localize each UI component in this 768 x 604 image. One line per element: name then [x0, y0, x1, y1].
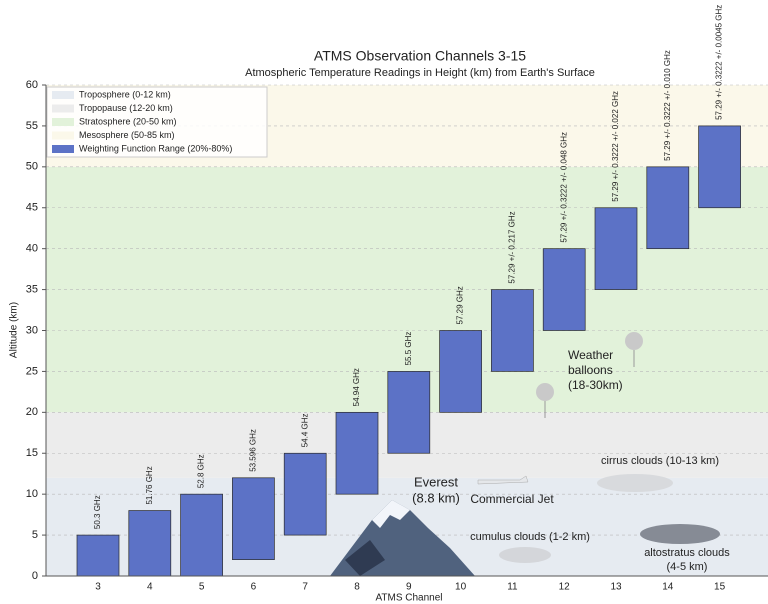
- frequency-label: 57.29 +/- 0.3222 +/- 0.048 GHz: [559, 132, 568, 243]
- legend-label: Stratosphere (20-50 km): [79, 116, 177, 126]
- x-tick-label: 13: [610, 582, 622, 593]
- frequency-label: 57.29 +/- 0.217 GHz: [508, 211, 517, 283]
- y-tick-label: 35: [26, 283, 38, 295]
- annotation: (8.8 km): [412, 490, 460, 505]
- range-bar: [232, 477, 275, 560]
- y-tick-label: 0: [32, 570, 38, 582]
- annotation: Commercial Jet: [470, 492, 554, 506]
- legend: [46, 86, 268, 158]
- range-bar: [387, 371, 431, 454]
- frequency-label: 55.5 GHz: [404, 332, 413, 366]
- frequency-label: 50.3 GHz: [93, 495, 102, 529]
- range-bar: [335, 411, 379, 495]
- range-bar: [491, 289, 534, 372]
- y-tick-label: 5: [32, 529, 38, 541]
- legend-swatch: [52, 118, 74, 126]
- chart-title: ATMS Observation Channels 3-15: [314, 48, 526, 64]
- x-tick-label: 6: [251, 582, 257, 593]
- frequency-label: 57.29 +/- 0.3222 +/- 0.010 GHz: [663, 50, 672, 161]
- y-tick-label: 15: [26, 447, 38, 459]
- annotation: cirrus clouds (10-13 km): [601, 455, 719, 467]
- chart-subtitle: Atmospheric Temperature Readings in Heig…: [245, 67, 595, 79]
- frequency-label: 51.76 GHz: [145, 466, 154, 504]
- x-tick-label: 9: [406, 582, 412, 593]
- y-tick-label: 45: [26, 202, 38, 214]
- range-bar: [542, 248, 586, 331]
- frequency-label: 57.29 GHz: [456, 286, 465, 324]
- illustrations: [330, 332, 720, 576]
- range-bar: [698, 125, 741, 209]
- frequency-label: 52.8 GHz: [197, 454, 206, 488]
- y-tick-label: 40: [26, 243, 38, 255]
- legend-swatch: [52, 91, 74, 99]
- legend-swatch: [52, 131, 74, 140]
- x-tick-label: 4: [147, 582, 153, 593]
- frequency-label: 57.29 +/- 0.3222 +/- 0.0045 GHz: [715, 5, 724, 120]
- range-bar: [283, 452, 327, 536]
- frequency-label: 53.596 GHz: [249, 429, 258, 472]
- x-tick-label: 14: [662, 582, 674, 593]
- x-tick-label: 10: [455, 582, 467, 593]
- annotation: cumulus clouds (1-2 km): [470, 531, 590, 543]
- range-bar: [439, 330, 482, 413]
- x-tick-label: 5: [199, 582, 205, 593]
- y-tick-label: 50: [26, 161, 38, 173]
- range-bar: [128, 510, 172, 577]
- frequency-label: 54.4 GHz: [300, 413, 309, 447]
- x-tick-label: 11: [507, 582, 518, 593]
- annotation: (4-5 km): [667, 561, 708, 573]
- x-tick-label: 3: [95, 582, 101, 593]
- range-bar: [76, 534, 120, 577]
- range-bar: [594, 207, 638, 290]
- legend-label: Mesosphere (50-85 km): [79, 130, 175, 140]
- y-tick-label: 25: [26, 365, 38, 377]
- y-tick-label: 30: [26, 324, 38, 336]
- range-bar: [646, 166, 690, 250]
- x-tick-label: 8: [354, 582, 360, 593]
- y-axis-label: Altitude (km): [9, 302, 20, 358]
- frequency-label: 54.94 GHz: [352, 368, 361, 406]
- range-bar: [180, 493, 223, 577]
- legend-label: Weighting Function Range (20%-80%): [79, 143, 232, 153]
- annotation: Everest: [414, 474, 458, 489]
- x-axis-label: ATMS Channel: [375, 593, 442, 604]
- annotation: Weather: [568, 348, 613, 362]
- x-tick-label: 15: [714, 582, 726, 593]
- y-tick-label: 55: [26, 120, 38, 132]
- x-tick-label: 7: [302, 582, 308, 593]
- legend-label: Tropopause (12-20 km): [79, 103, 173, 113]
- legend-swatch: [52, 104, 74, 113]
- legend-swatch: [52, 145, 74, 153]
- annotation: (18-30km): [568, 378, 623, 392]
- frequency-label: 57.29 +/- 0.3222 +/- 0.022 GHz: [611, 91, 620, 202]
- y-tick-label: 20: [26, 406, 38, 418]
- annotation: altostratus clouds: [644, 547, 730, 559]
- y-tick-label: 60: [26, 79, 38, 91]
- legend-label: Troposphere (0-12 km): [79, 89, 171, 99]
- y-tick-label: 10: [26, 488, 38, 500]
- x-tick-label: 12: [559, 582, 571, 593]
- annotation: balloons: [568, 363, 613, 377]
